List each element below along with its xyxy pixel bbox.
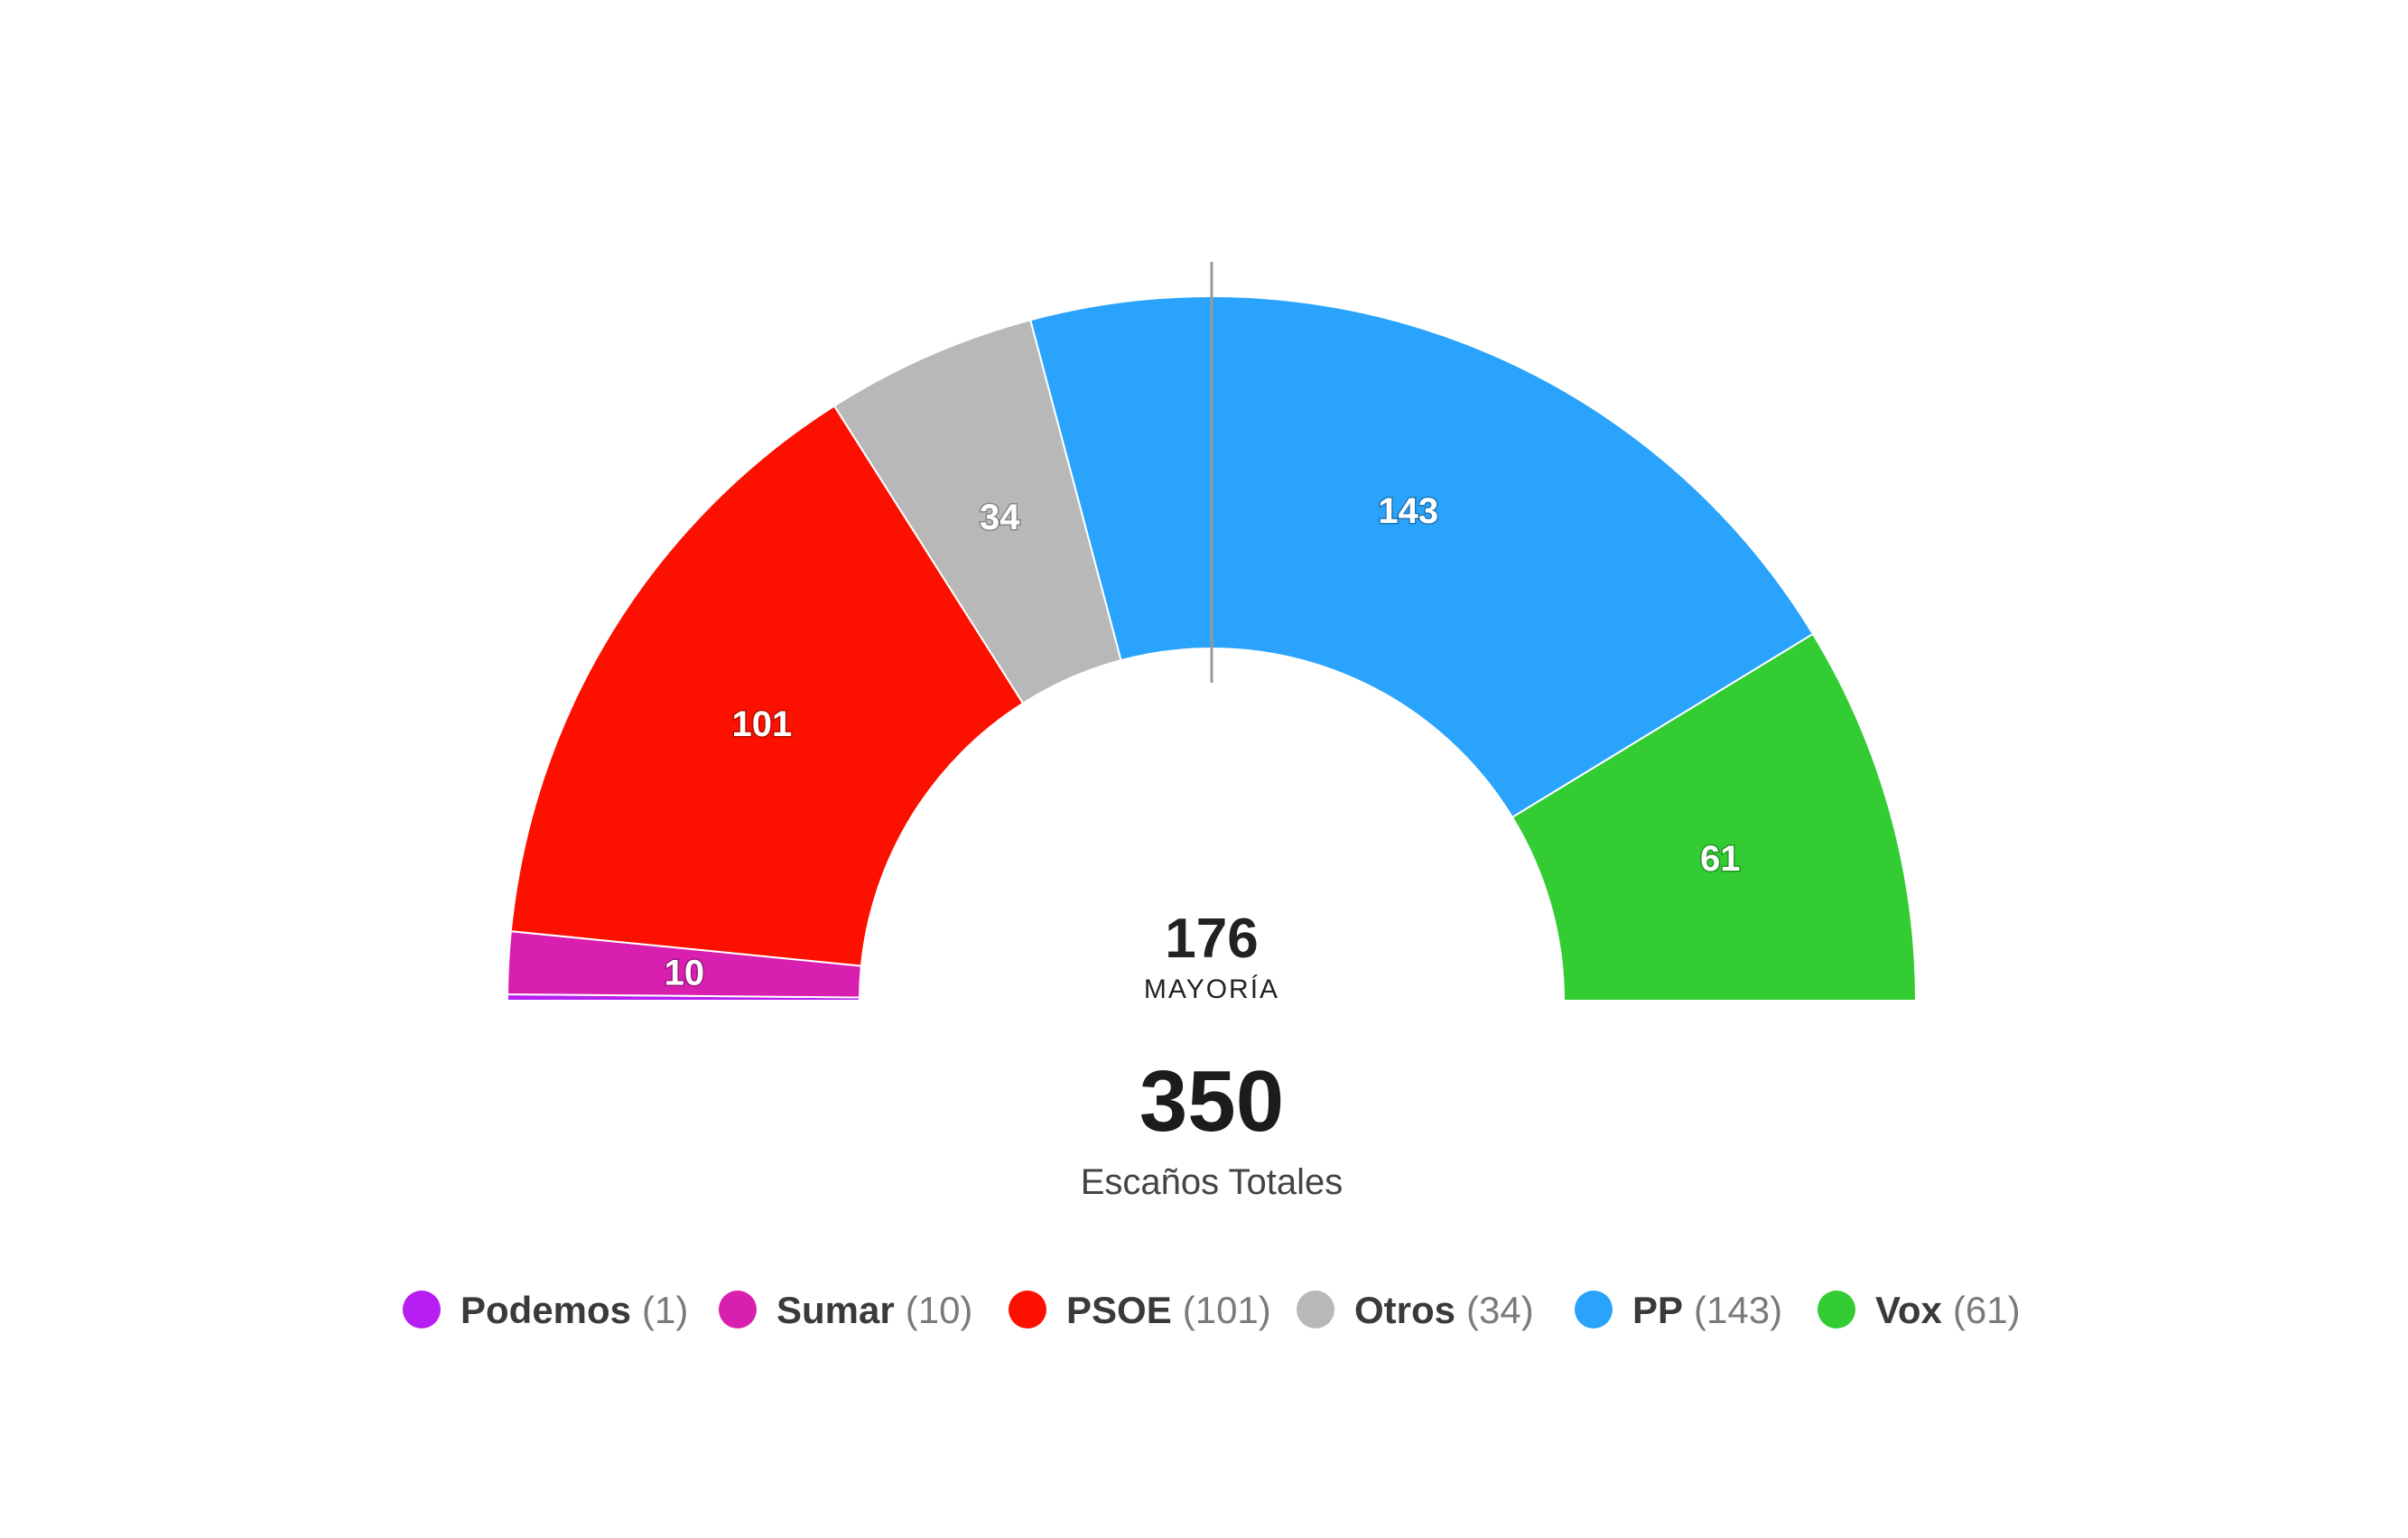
legend-swatch-psoe bbox=[1009, 1291, 1046, 1328]
legend-name-podemos: Podemos bbox=[460, 1289, 631, 1331]
legend-count-podemos: (1) bbox=[642, 1289, 688, 1331]
legend-item-podemos: Podemos (1) bbox=[460, 1289, 688, 1331]
legend-swatch-vox bbox=[1818, 1291, 1855, 1328]
legend: Podemos (1) Sumar (10) PSOE (101) Otros (34) PP (… bbox=[403, 1289, 2021, 1331]
slice-vox bbox=[1511, 632, 1918, 1002]
legend-count-pp: (143) bbox=[1694, 1289, 1782, 1331]
legend-name-pp: PP bbox=[1632, 1289, 1683, 1331]
slice-label-pp: 143 bbox=[1378, 491, 1438, 531]
legend-name-otros: Otros bbox=[1354, 1289, 1455, 1331]
legend-count-psoe: (101) bbox=[1183, 1289, 1271, 1331]
legend-swatch-sumar bbox=[719, 1291, 757, 1328]
slice-label-psoe: 101 bbox=[732, 704, 793, 744]
legend-name-sumar: Sumar bbox=[776, 1289, 895, 1331]
chart-slice-labels: 10 101 34 143 61 bbox=[663, 490, 1742, 994]
legend-swatch-pp bbox=[1575, 1291, 1613, 1328]
slice-label-otros: 34 bbox=[980, 498, 1020, 537]
legend-count-sumar: (10) bbox=[906, 1289, 973, 1331]
majority-label: MAYORÍA bbox=[1144, 974, 1279, 1004]
legend-item-otros: Otros (34) bbox=[1354, 1289, 1534, 1331]
slice-label-vox: 61 bbox=[1700, 839, 1741, 879]
slice-pp bbox=[1029, 295, 1815, 819]
legend-count-vox: (61) bbox=[1953, 1289, 2021, 1331]
legend-item-vox: Vox (61) bbox=[1875, 1289, 2021, 1331]
legend-count-otros: (34) bbox=[1466, 1289, 1534, 1331]
legend-name-psoe: PSOE bbox=[1066, 1289, 1172, 1331]
slice-psoe bbox=[509, 405, 1025, 967]
chart-slices bbox=[506, 295, 1918, 1002]
total-seats-value: 350 bbox=[1139, 1053, 1284, 1150]
legend-item-sumar: Sumar (10) bbox=[776, 1289, 972, 1331]
slice-label-sumar: 10 bbox=[665, 954, 705, 993]
majority-value: 176 bbox=[1165, 908, 1258, 970]
legend-name-vox: Vox bbox=[1875, 1289, 1943, 1331]
legend-swatch-podemos bbox=[403, 1291, 441, 1328]
legend-item-pp: PP (143) bbox=[1632, 1289, 1782, 1331]
legend-swatch-otros bbox=[1297, 1291, 1334, 1328]
total-seats-label: Escaños Totales bbox=[1081, 1162, 1343, 1202]
legend-item-psoe: PSOE (101) bbox=[1066, 1289, 1271, 1331]
